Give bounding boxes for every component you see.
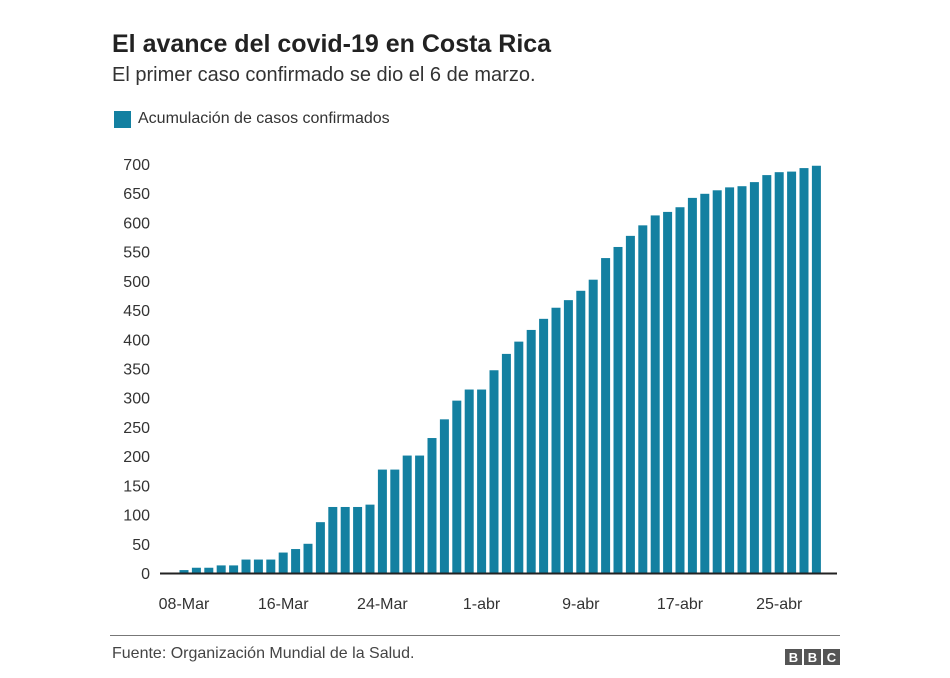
bar-14-Mar: [253, 559, 263, 573]
bar-26-abr: [787, 171, 797, 574]
bbc-logo-letter: B: [785, 649, 802, 665]
y-tick-label: 100: [123, 508, 150, 525]
legend-label: Acumulación de casos confirmados: [138, 110, 390, 127]
y-tick-label: 550: [123, 245, 150, 262]
y-tick-label: 350: [123, 362, 150, 379]
bar-08-Mar: [179, 570, 189, 573]
bar-12-Mar: [229, 565, 239, 573]
x-tick-label: 25-abr: [756, 596, 803, 613]
y-tick-label: 150: [123, 478, 150, 495]
bar-15-abr: [650, 215, 660, 573]
bar-26-Mar: [402, 455, 412, 573]
legend-swatch: [114, 110, 131, 128]
y-tick-label: 600: [123, 215, 150, 232]
x-tick-label: 16-Mar: [258, 596, 309, 613]
bar-6-abr: [539, 318, 549, 573]
y-tick-label: 700: [123, 157, 150, 174]
bar-21-abr: [725, 187, 735, 573]
y-tick-label: 500: [123, 274, 150, 291]
y-tick-label: 450: [123, 303, 150, 320]
bar-29-Mar: [439, 419, 449, 573]
bar-16-abr: [663, 211, 673, 573]
y-tick-label: 250: [123, 420, 150, 437]
bar-18-Mar: [303, 543, 313, 573]
bar-15-Mar: [266, 559, 276, 573]
x-tick-label: 1-abr: [463, 596, 501, 613]
bbc-logo: B B C: [785, 649, 840, 665]
bar-9-abr: [576, 290, 586, 573]
bar-7-abr: [551, 307, 561, 573]
bar-20-abr: [712, 190, 722, 574]
x-tick-label: 17-abr: [657, 596, 704, 613]
y-tick-label: 50: [132, 537, 150, 554]
bar-5-abr: [526, 329, 536, 573]
bar-20-Mar: [328, 506, 338, 573]
bar-24-Mar: [377, 469, 387, 573]
source-note: Fuente: Organización Mundial de la Salud…: [112, 645, 415, 662]
bar-22-Mar: [353, 506, 363, 573]
y-tick-label: 300: [123, 391, 150, 408]
bbc-logo-letter: B: [804, 649, 821, 665]
x-tick-label: 9-abr: [562, 596, 600, 613]
chart-subtitle: El primer caso confirmado se dio el 6 de…: [112, 64, 536, 86]
bar-1-abr: [477, 389, 487, 573]
bar-27-Mar: [415, 455, 425, 573]
footer-divider: [110, 635, 840, 636]
y-tick-label: 650: [123, 186, 150, 203]
bar-22-abr: [737, 186, 747, 573]
bar-17-Mar: [291, 549, 301, 573]
bar-17-abr: [675, 207, 685, 574]
bar-12-abr: [613, 246, 623, 573]
y-tick-label: 200: [123, 449, 150, 466]
bar-4-abr: [514, 341, 524, 573]
bar-3-abr: [501, 353, 511, 573]
bar-11-abr: [601, 258, 611, 573]
bar-19-abr: [700, 193, 710, 573]
bar-2-abr: [489, 370, 499, 573]
bar-10-Mar: [204, 567, 214, 573]
bar-28-Mar: [427, 438, 437, 573]
bar-16-Mar: [278, 552, 288, 573]
bbc-logo-letter: C: [823, 649, 840, 665]
y-tick-label: 400: [123, 332, 150, 349]
bar-18-abr: [687, 197, 697, 574]
bar-21-Mar: [340, 506, 350, 573]
y-tick-label: 0: [141, 566, 150, 583]
bar-23-abr: [749, 182, 759, 573]
bar-30-Mar: [452, 400, 462, 573]
bar-14-abr: [638, 225, 648, 573]
bar-23-Mar: [365, 504, 375, 573]
bar-31-Mar: [464, 389, 474, 573]
bar-10-abr: [588, 279, 598, 573]
bar-13-Mar: [241, 559, 251, 573]
bar-13-abr: [625, 235, 635, 574]
legend: Acumulación de casos confirmados: [114, 110, 390, 128]
bar-27-abr: [799, 168, 809, 573]
bar-28-abr: [811, 165, 821, 573]
bar-11-Mar: [216, 565, 226, 573]
chart-title: El avance del covid-19 en Costa Rica: [112, 30, 552, 58]
bar-19-Mar: [315, 522, 325, 573]
bar-25-abr: [774, 172, 784, 573]
bar-25-Mar: [390, 469, 400, 573]
bar-8-abr: [563, 300, 573, 573]
bar-24-abr: [762, 175, 772, 573]
x-tick-label: 24-Mar: [357, 596, 408, 613]
bar-09-Mar: [191, 567, 201, 573]
x-tick-label: 08-Mar: [159, 596, 210, 613]
